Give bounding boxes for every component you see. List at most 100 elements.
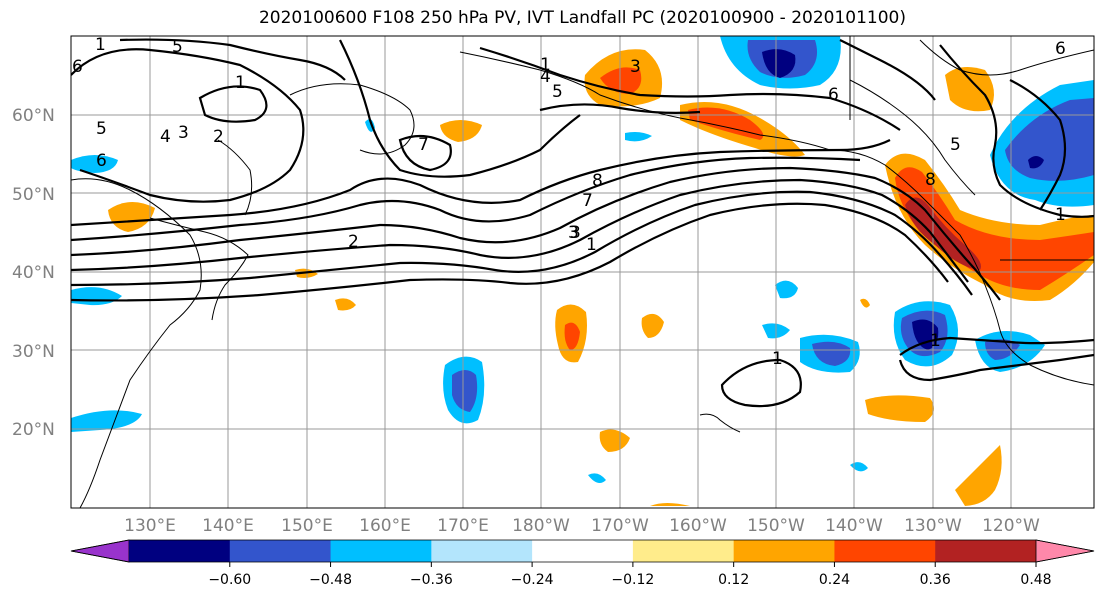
colorbar-tick-label: −0.60 [208,572,251,588]
lon-label: 130°W [904,516,962,536]
contour-label: 6 [72,57,83,77]
colorbar-segment [129,540,231,562]
colorbar-segment [834,540,936,562]
anomaly-blob-central-pacific-core [452,370,478,412]
contour-label: 2 [213,127,224,147]
lat-label: 60°N [12,106,55,126]
contour-label: 1 [540,55,551,75]
anomaly-blob-east-pacific-a-core [812,341,851,366]
contour-label: 6 [828,85,839,105]
colorbar-tick-label: −0.48 [309,572,352,588]
contour-label: 5 [96,119,107,139]
contour-label: 1 [586,235,597,255]
lon-label: 170°E [437,516,489,536]
contour-label: 5 [552,82,563,102]
contour-label: 5 [172,37,183,57]
contour-label: 6 [96,151,107,171]
anomaly-blob-canada-east-max [1028,156,1044,169]
colorbar-tick-label: 0.12 [718,572,749,588]
contour-label: 1 [930,331,941,351]
lon-label: 150°E [281,516,333,536]
chart-title: 2020100600 F108 250 hPa PV, IVT Landfall… [258,8,906,28]
lon-label: 130°E [124,516,176,536]
lat-label: 50°N [12,185,55,205]
contour-label: 8 [925,170,936,190]
anomaly-blob-small-3 [625,132,652,142]
lat-label: 20°N [12,420,55,440]
lat-label: 30°N [12,342,55,362]
contour-label: 1 [1055,205,1066,225]
anomaly-blob-small-10 [650,503,690,506]
anomaly-blob-south-2 [865,395,934,422]
contour-label: 3 [568,223,579,243]
contour-label: 7 [418,135,429,155]
positive-anomaly-shading [108,49,1094,506]
contour-label: 8 [592,171,603,191]
colorbar-tick-label: −0.24 [511,572,554,588]
colorbar-segment [431,540,533,562]
colorbar-tick-label: 0.36 [920,572,951,588]
anomaly-blob-small-6 [588,473,606,484]
anomaly-blob-japan [108,201,155,232]
anomaly-blob-gulf-alaska-mid [688,107,764,140]
anomaly-blob-canada-east-core [1005,98,1094,181]
anomaly-blob-small-1 [775,280,798,299]
lat-label: 40°N [12,263,55,283]
contour-label: 7 [582,191,593,211]
negative-anomaly-shading [71,36,1094,484]
latitude-axis: 20°N 30°N 40°N 50°N 60°N [12,106,55,440]
contour-label: 4 [540,67,551,87]
contour-label: 4 [160,127,171,147]
anomaly-blob-south-china-sea [71,410,142,432]
colorbar-segment [532,540,634,562]
contour-label: 3 [178,123,189,143]
colorbar-tick-label: −0.36 [410,572,453,588]
contour-label: 1 [95,35,106,55]
lon-label: 140°W [825,516,883,536]
lon-label: 140°E [202,516,254,536]
pv-contours [71,38,1094,408]
colorbar-segment [229,540,332,562]
colorbar-segment [330,540,432,562]
anomaly-blob-ar-plume-mid [895,167,1094,290]
lon-label: 120°W [982,516,1040,536]
contour-labels: 1 5 6 1 5 4 3 2 6 7 1 5 4 3 6 7 8 3 8 2 … [72,35,1066,369]
colorbar-tick-label: −0.12 [611,572,654,588]
colorbar-extend-high [1035,539,1095,563]
contour-label: 3 [630,57,641,77]
colorbar-segment [632,540,735,562]
contour-label: 1 [772,349,783,369]
anomaly-blob-okhotsk [440,120,482,142]
colorbar-tick-label: 0.24 [819,572,850,588]
anomaly-blob-canada-north [945,66,994,112]
lon-label: 180°W [512,516,570,536]
anomaly-blob-small-7 [335,298,356,311]
anomaly-blob-alaska-north-max [762,49,796,78]
anomaly-blob-bering-north-mid [600,67,642,94]
anomaly-blob-south-1 [599,429,630,452]
anomaly-blob-hawaii-east [641,313,664,338]
anomaly-blob-small-9 [860,298,870,308]
anomaly-blob-baja-max [912,319,939,350]
colorbar-segment [733,540,835,562]
contour-label: 2 [348,232,359,252]
graticule [71,36,1094,508]
colorbar-extend-low [70,539,130,563]
lon-label: 160°E [359,516,411,536]
colorbar-segment [935,540,1037,562]
lon-label: 170°W [591,516,649,536]
anomaly-blob-hawaii-west-mid [564,322,580,350]
anomaly-blob-japan-west [71,155,118,173]
anomaly-blob-south-3 [955,445,1002,506]
contour-label: 6 [1055,39,1066,59]
colorbar-outline [70,539,1095,563]
coastlines [71,36,1094,508]
contour-label: 3 [570,223,581,243]
contour-label: 1 [235,73,246,93]
map-frame [70,35,1095,509]
longitude-axis: 130°E 140°E 150°E 160°E 170°E 180°W 170°… [124,516,1040,536]
lon-label: 150°W [747,516,805,536]
lon-label: 160°W [669,516,727,536]
contour-label: 5 [950,135,961,155]
